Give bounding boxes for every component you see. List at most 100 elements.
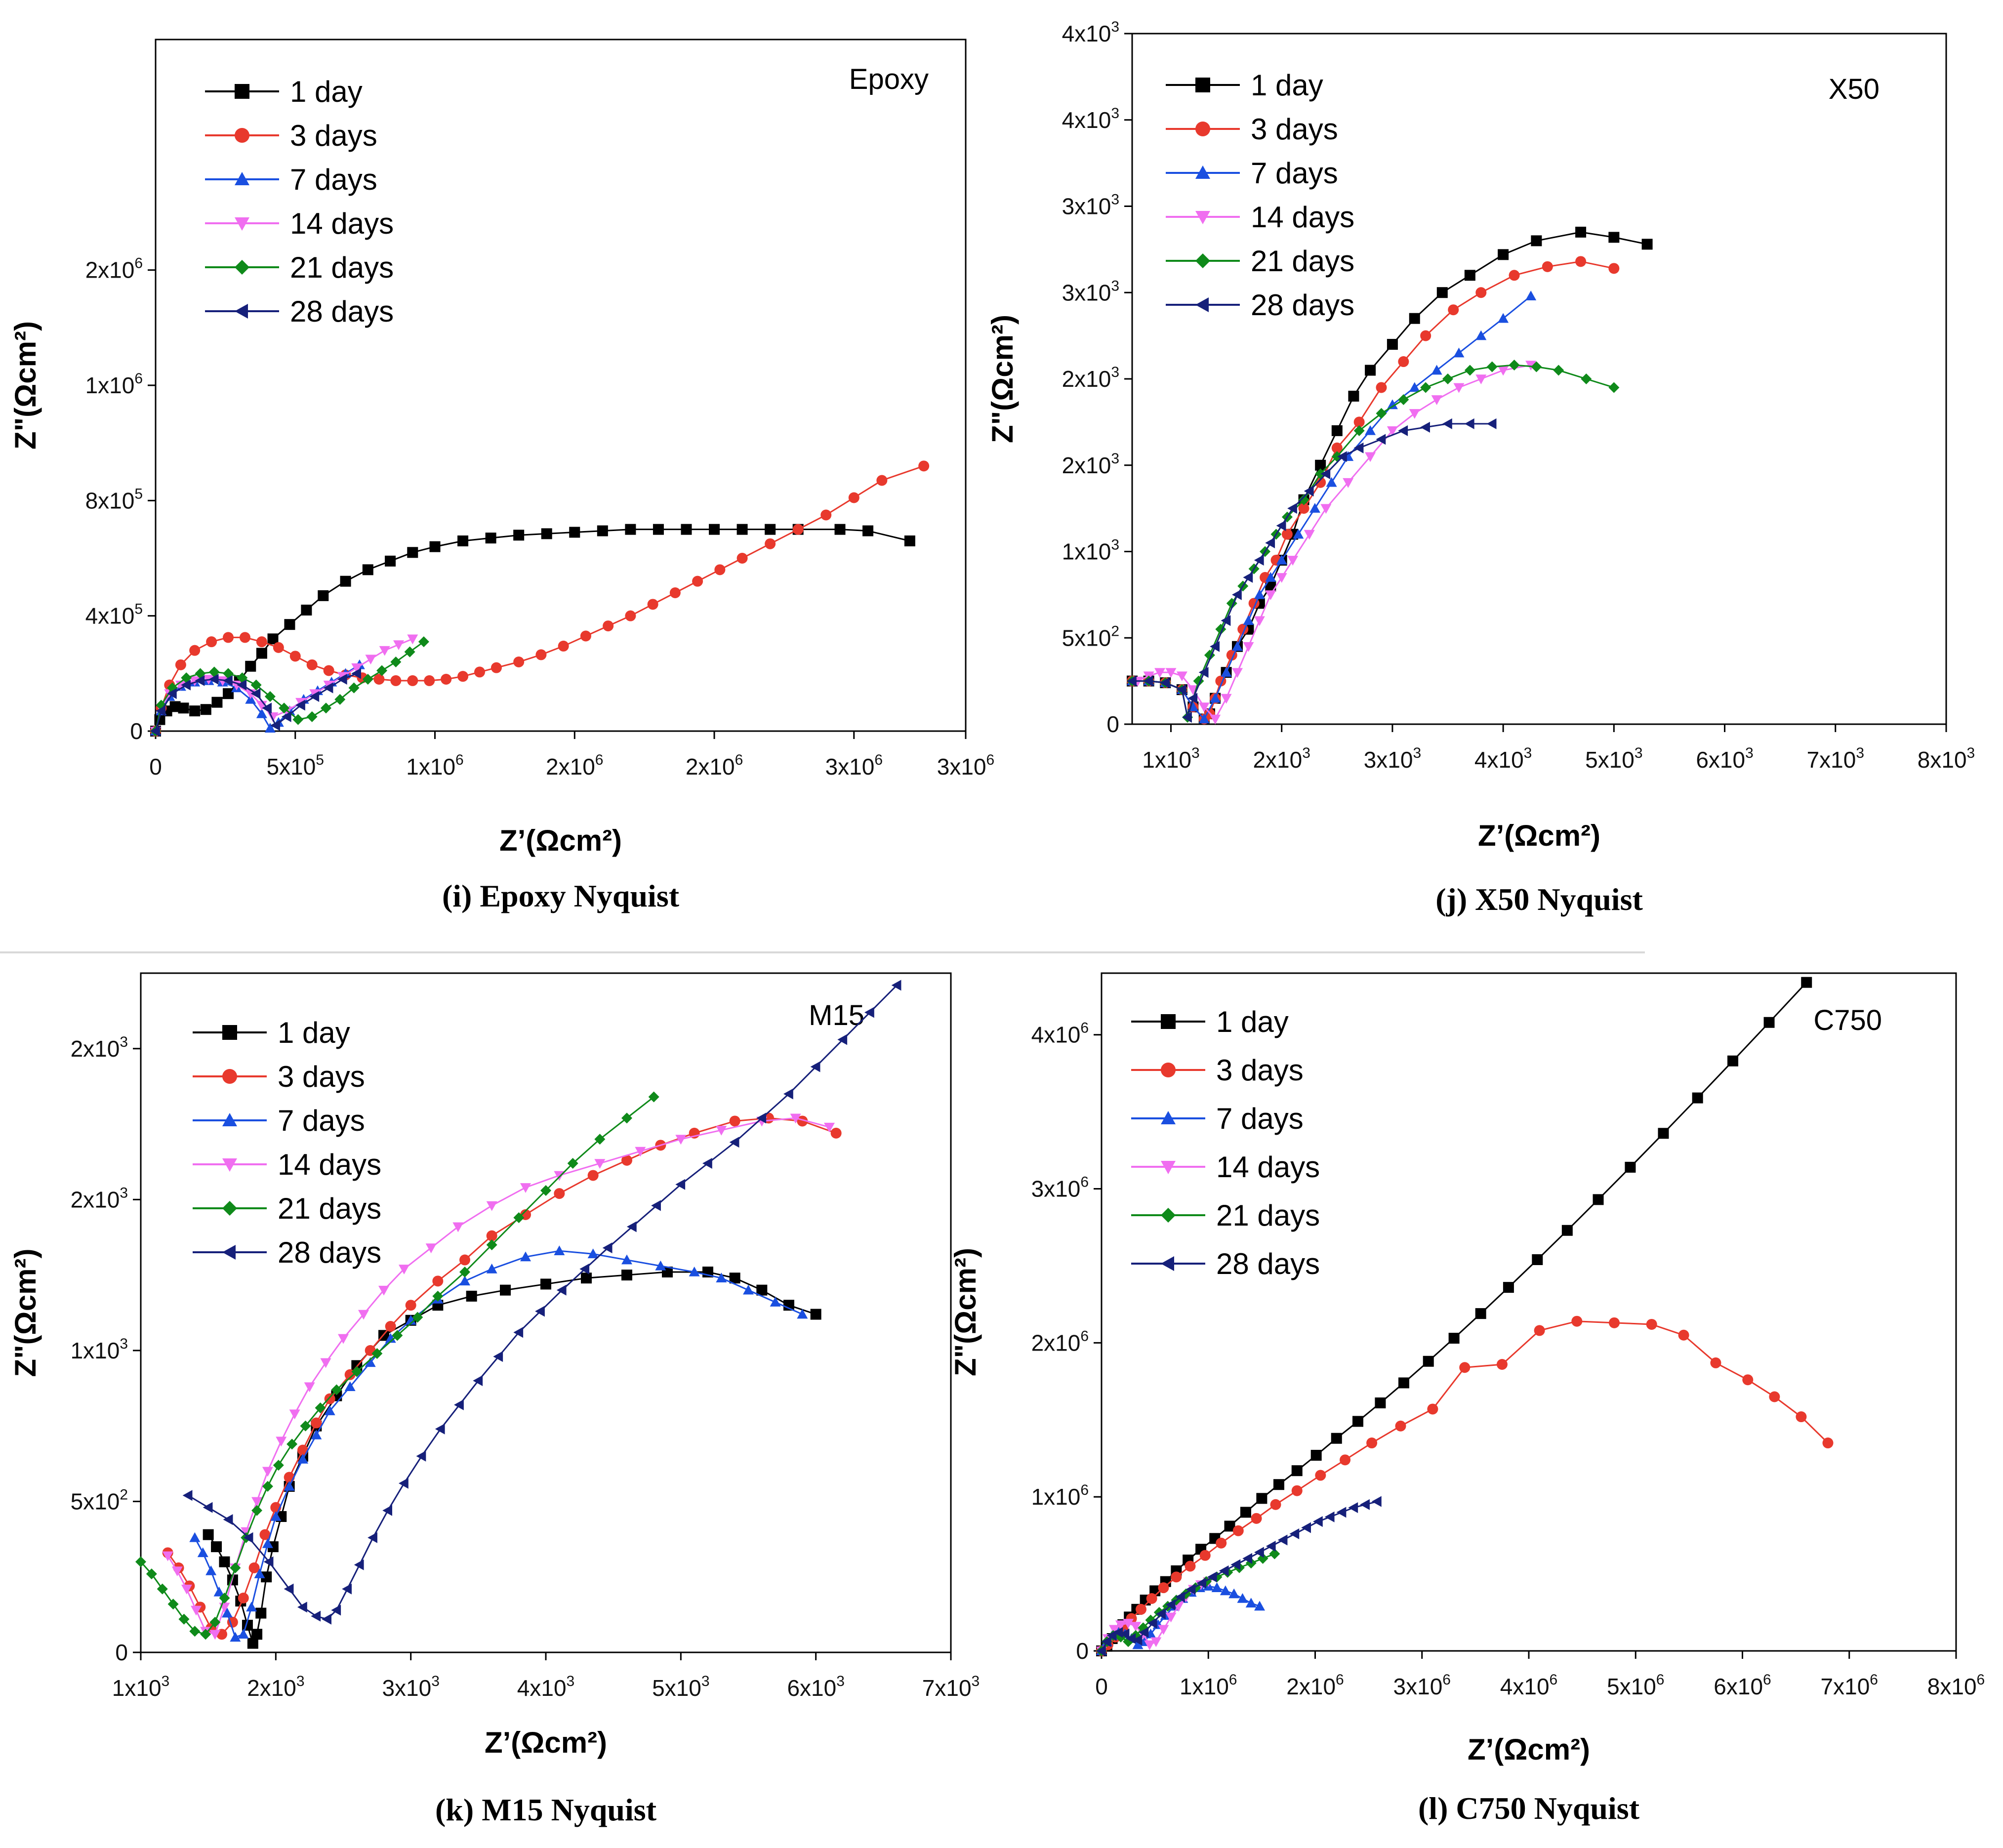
data-point: [1348, 1502, 1358, 1514]
data-point: [311, 1610, 321, 1622]
data-point: [1326, 477, 1337, 487]
data-point: [1156, 1608, 1166, 1620]
data-point: [405, 1314, 416, 1325]
y-tick-label: 2x106: [1031, 1328, 1089, 1355]
legend-label: 7 days: [278, 1104, 365, 1137]
data-point: [385, 555, 396, 567]
data-point: [262, 702, 272, 714]
data-point: [729, 1137, 739, 1148]
data-point: [1409, 409, 1420, 419]
data-point: [1320, 468, 1331, 480]
data-point: [1420, 330, 1431, 341]
data-point: [1123, 1619, 1134, 1629]
data-point: [348, 682, 360, 694]
data-point: [797, 1115, 808, 1127]
data-point: [597, 525, 608, 536]
data-point: [373, 674, 385, 685]
data-point: [1561, 1225, 1573, 1236]
data-point: [432, 1275, 444, 1287]
data-point: [407, 634, 418, 645]
data-point: [1581, 373, 1592, 384]
y-tick-label: 2x103: [1062, 364, 1119, 392]
data-point: [1232, 641, 1243, 651]
data-point: [221, 1607, 233, 1618]
data-point: [432, 1290, 444, 1302]
data-point: [1464, 365, 1475, 376]
data-point: [1442, 373, 1454, 384]
x-tick-label: 4x103: [517, 1673, 574, 1701]
data-point: [320, 1358, 331, 1368]
data-point: [1336, 1507, 1347, 1518]
data-point: [1475, 1308, 1486, 1319]
data-point: [1340, 1454, 1351, 1466]
data-point: [338, 1334, 349, 1344]
data-point: [1525, 290, 1537, 301]
series-line: [1137, 364, 1531, 721]
data-point: [284, 1480, 295, 1491]
data-point: [191, 1605, 202, 1616]
data-point: [1176, 684, 1186, 696]
data-point: [295, 699, 305, 711]
data-point: [1769, 1391, 1780, 1402]
data-point: [181, 1584, 192, 1595]
data-point: [891, 980, 901, 991]
data-point: [1276, 573, 1287, 583]
data-point: [520, 1183, 531, 1193]
data-point: [810, 1061, 820, 1072]
data-point: [1609, 1317, 1620, 1328]
data-point: [486, 1230, 497, 1241]
data-point: [354, 1559, 364, 1570]
data-point: [824, 1122, 835, 1133]
legend-label: 1 day: [1216, 1005, 1289, 1038]
data-point: [1237, 1593, 1248, 1603]
data-point: [1395, 1420, 1406, 1432]
legend-marker: [1195, 165, 1210, 179]
data-point: [1185, 1561, 1196, 1572]
x-tick-label: 6x106: [1714, 1672, 1771, 1699]
data-point: [1409, 313, 1420, 324]
legend-label: 3 days: [290, 119, 377, 152]
data-point: [1245, 1598, 1257, 1608]
data-point: [189, 1626, 201, 1637]
data-point: [681, 524, 692, 535]
x-tick-label: 8x106: [1927, 1672, 1985, 1699]
data-point: [181, 679, 191, 691]
data-point: [1119, 1628, 1130, 1640]
data-point: [1503, 1282, 1514, 1293]
data-point: [425, 1243, 437, 1254]
data-point: [203, 1529, 214, 1540]
data-point: [513, 530, 525, 541]
data-point: [647, 599, 658, 610]
panel-caption: (k) M15 Nyquist: [435, 1792, 657, 1827]
data-point: [1108, 1625, 1120, 1635]
y-tick-label: 0: [115, 1640, 128, 1665]
x-tick-label: 4x106: [1500, 1672, 1557, 1699]
x-tick-label: 1x103: [112, 1673, 169, 1701]
legend-label: 7 days: [1251, 157, 1338, 190]
legend-marker: [222, 1201, 237, 1216]
data-point: [399, 1478, 409, 1489]
data-point: [1287, 556, 1299, 566]
data-point: [535, 649, 547, 660]
x-tick-label: 2x103: [1253, 745, 1310, 773]
data-point: [250, 679, 262, 691]
data-point: [1475, 374, 1487, 384]
data-point: [289, 1409, 300, 1420]
data-point: [603, 620, 614, 632]
data-point: [692, 575, 703, 587]
data-point: [485, 533, 496, 544]
data-point: [864, 1007, 874, 1018]
data-point: [1464, 418, 1474, 429]
data-point: [1265, 537, 1275, 549]
data-point: [261, 1571, 272, 1583]
data-point: [248, 1562, 260, 1573]
data-point: [254, 1568, 265, 1578]
data-point: [1531, 361, 1542, 372]
data-point: [567, 1158, 578, 1169]
data-point: [358, 1310, 369, 1320]
data-point: [340, 575, 351, 587]
data-point: [365, 1357, 376, 1367]
data-point: [729, 1115, 740, 1127]
data-point: [783, 1300, 794, 1311]
data-point: [189, 705, 201, 717]
